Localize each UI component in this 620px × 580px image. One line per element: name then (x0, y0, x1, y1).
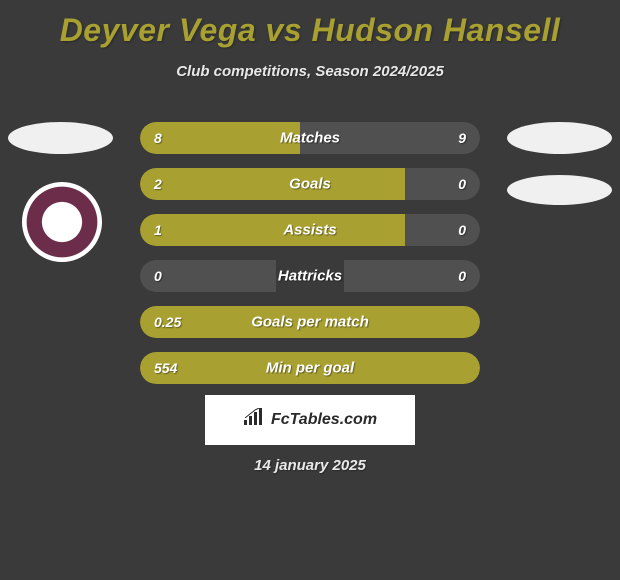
stat-value-right: 0 (458, 222, 466, 238)
bar-fill-right (405, 214, 480, 246)
stat-value-right: 0 (458, 176, 466, 192)
stat-value-left: 0 (154, 268, 162, 284)
stat-bar: 2 0 Goals (140, 168, 480, 200)
stat-value-left: 8 (154, 130, 162, 146)
stat-value-left: 1 (154, 222, 162, 238)
stat-value-left: 554 (154, 360, 177, 376)
stat-label: Assists (283, 222, 336, 239)
stat-label: Matches (280, 130, 340, 147)
page-title: Deyver Vega vs Hudson Hansell (0, 0, 620, 49)
club-right-badge (507, 175, 612, 205)
date-text: 14 january 2025 (254, 457, 366, 474)
stat-label: Min per goal (266, 360, 354, 377)
player-right-icon (507, 122, 612, 154)
subtitle: Club competitions, Season 2024/2025 (0, 63, 620, 80)
stats-bars: 8 9 Matches 2 0 Goals 1 0 Assists 0 0 Hattricks 0.25… (140, 122, 480, 398)
stat-bar: 0 0 Hattricks (140, 260, 480, 292)
stat-label: Goals per match (251, 314, 369, 331)
stat-bar: 0.25 Goals per match (140, 306, 480, 338)
branding-text: FcTables.com (271, 411, 377, 429)
stat-bar: 1 0 Assists (140, 214, 480, 246)
bar-fill-left (140, 214, 405, 246)
stat-value-left: 2 (154, 176, 162, 192)
bar-fill-right (405, 168, 480, 200)
stat-label: Goals (289, 176, 331, 193)
chart-icon (243, 408, 265, 432)
stat-bar: 554 Min per goal (140, 352, 480, 384)
club-left-badge: S (22, 182, 102, 262)
bar-fill-left (140, 168, 405, 200)
stat-value-right: 9 (458, 130, 466, 146)
club-left-letter: S (51, 204, 72, 241)
player-left-icon (8, 122, 113, 154)
branding-box: FcTables.com (205, 395, 415, 445)
stat-label: Hattricks (278, 268, 342, 285)
stat-value-right: 0 (458, 268, 466, 284)
stat-value-left: 0.25 (154, 314, 181, 330)
stat-bar: 8 9 Matches (140, 122, 480, 154)
bar-fill-left (140, 122, 300, 154)
